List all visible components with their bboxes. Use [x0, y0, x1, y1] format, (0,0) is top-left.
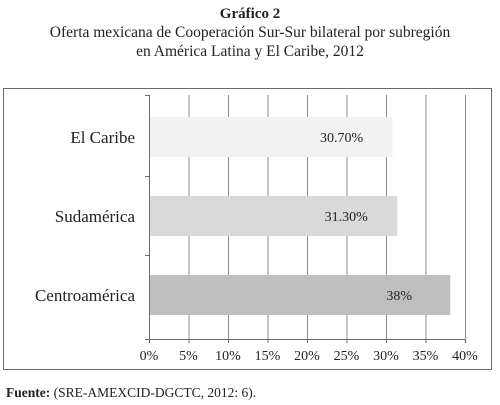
bar-chart: 30.70% El Caribe 31.30% Sudamérica 38% Centro… [35, 95, 478, 364]
x-tick-label: 35% [413, 349, 439, 364]
category-label: Sudamérica [55, 207, 136, 226]
x-tick-label: 0% [140, 349, 159, 364]
bar-sudamérica [150, 196, 398, 236]
data-label: 38% [386, 289, 412, 304]
data-label: 31.30% [325, 210, 369, 225]
figure-title-line-1: Oferta mexicana de Cooperación Sur-Sur b… [49, 24, 451, 41]
bar-centroamérica [150, 275, 451, 315]
x-tick-label: 40% [452, 349, 478, 364]
data-label: 30.70% [320, 131, 364, 146]
x-tick-label: 25% [334, 349, 360, 364]
labels: 30.70% El Caribe 31.30% Sudamérica 38% Centro… [35, 128, 478, 364]
chart-caption: Gráfico 2 Oferta mexicana de Cooperación… [0, 5, 500, 61]
x-tick-label: 20% [294, 349, 320, 364]
x-tick-label: 30% [373, 349, 399, 364]
source-label: Fuente: [6, 385, 51, 400]
bars [150, 117, 451, 315]
figure-title-line-2: en América Latina y El Caribe, 2012 [136, 43, 364, 60]
source-note: Fuente: (SRE-AMEXCID-DGCTC, 2012: 6). [6, 385, 256, 401]
x-tick-label: 5% [179, 349, 198, 364]
category-label: El Caribe [70, 128, 135, 147]
axes [145, 95, 466, 343]
x-tick-label: 15% [255, 349, 281, 364]
chart-frame: 30.70% El Caribe 31.30% Sudamérica 38% Centro… [3, 88, 492, 370]
source-text: (SRE-AMEXCID-DGCTC, 2012: 6). [53, 385, 257, 400]
category-label: Centroamérica [35, 286, 136, 305]
figure-label: Gráfico 2 [219, 6, 281, 22]
bar-el-caribe [150, 117, 393, 157]
x-tick-label: 10% [215, 349, 241, 364]
